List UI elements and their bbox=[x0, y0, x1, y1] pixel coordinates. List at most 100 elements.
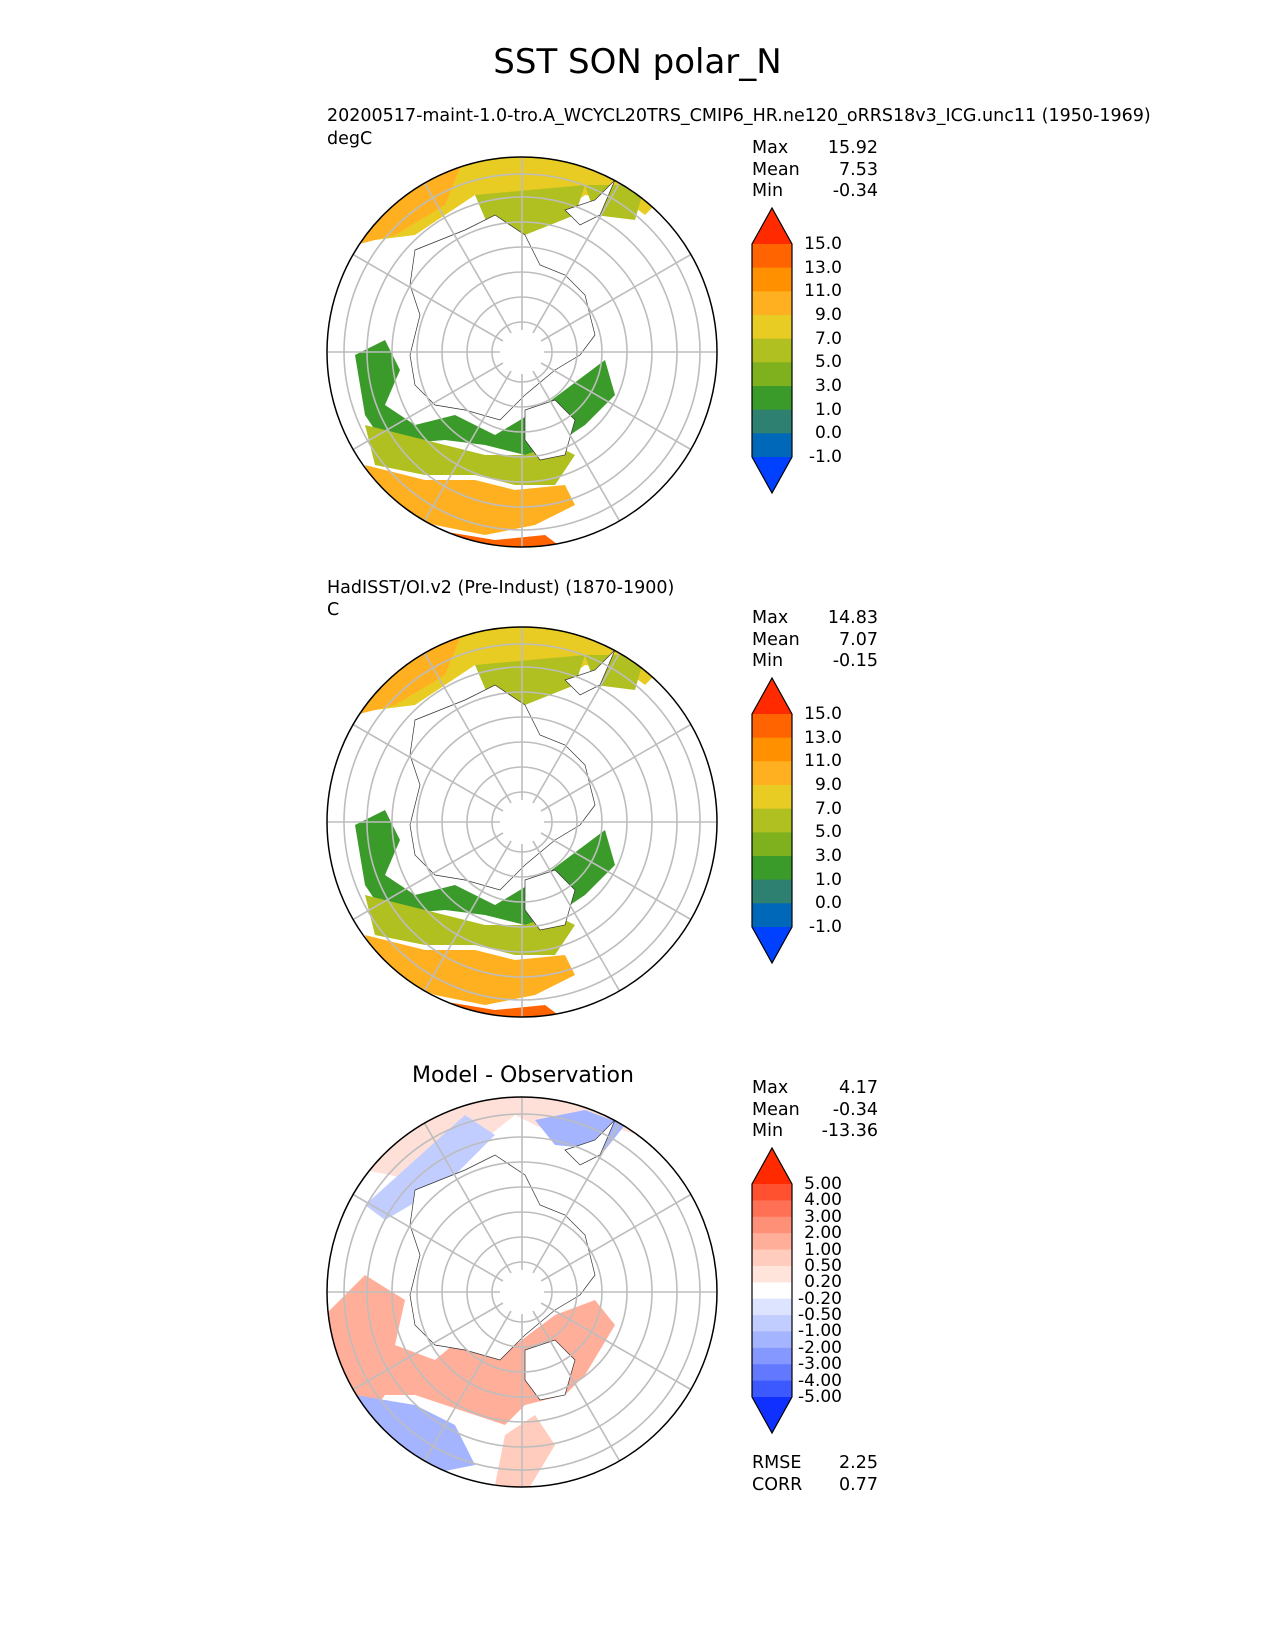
colorbar-label: 2.00 bbox=[804, 1223, 842, 1244]
colorbar-difference bbox=[751, 1146, 793, 1435]
map-boundary bbox=[326, 626, 718, 1018]
panel-3-title: Model - Observation bbox=[412, 1063, 634, 1088]
colorbar-label: -5.00 bbox=[798, 1387, 842, 1407]
map-boundary bbox=[326, 156, 718, 548]
colorbar-swatch bbox=[752, 1364, 792, 1382]
graticule bbox=[327, 1097, 717, 1487]
colorbar-swatch bbox=[752, 244, 792, 269]
land-outline bbox=[524, 869, 576, 931]
colorbar-swatch bbox=[752, 761, 792, 786]
colorbar-label: 7.0 bbox=[814, 328, 842, 349]
colorbar-swatch bbox=[752, 386, 792, 411]
colorbar-label: 9.0 bbox=[814, 305, 842, 325]
colorbar-swatch bbox=[752, 267, 792, 292]
colorbar-label: -1.0 bbox=[808, 447, 842, 467]
colorbar-swatch bbox=[752, 785, 792, 810]
colorbar-swatch bbox=[752, 362, 792, 387]
colorbar-swatch bbox=[752, 1200, 792, 1218]
colorbar-extend-max bbox=[752, 208, 792, 244]
colorbar-label: -4.00 bbox=[798, 1370, 842, 1391]
colorbar-swatch bbox=[752, 714, 792, 739]
stat-label: Max bbox=[752, 138, 789, 158]
stat-value: -0.34 bbox=[832, 181, 878, 201]
land-outline bbox=[564, 649, 616, 696]
colorbar-label: 0.20 bbox=[804, 1272, 842, 1293]
polar-map-observation bbox=[326, 626, 718, 1018]
metric-value: 2.25 bbox=[839, 1453, 878, 1473]
colorbar-extend-max bbox=[752, 678, 792, 714]
figure-title: SST SON polar_N bbox=[493, 42, 782, 82]
polar-map-model bbox=[326, 156, 718, 548]
panel-2-stats: Max 14.83 Mean 7.07 Min -0.15 bbox=[752, 608, 878, 673]
ocean-south-anomaly bbox=[495, 1415, 555, 1487]
colorbar-label: 3.00 bbox=[804, 1206, 842, 1227]
colorbar-extend-min bbox=[752, 927, 792, 963]
colorbar-label: 11.0 bbox=[804, 281, 842, 302]
colorbar-extend-min bbox=[752, 457, 792, 493]
colorbar-swatch bbox=[752, 856, 792, 881]
metric-value: 0.77 bbox=[839, 1474, 878, 1495]
stat-value: 14.83 bbox=[827, 608, 878, 628]
metric-label: CORR bbox=[752, 1474, 803, 1495]
colorbar-label: 15.0 bbox=[804, 704, 842, 724]
colorbar-swatch bbox=[752, 1249, 792, 1267]
colorbar-observation bbox=[751, 676, 793, 965]
land-outline bbox=[524, 1339, 576, 1401]
stat-label: Max bbox=[752, 1078, 789, 1098]
colorbar-label: -3.00 bbox=[798, 1354, 842, 1375]
colorbar-label: 5.0 bbox=[814, 822, 842, 843]
colorbar-label: 3.0 bbox=[814, 846, 842, 866]
stat-value: 7.07 bbox=[839, 629, 878, 650]
colorbar-label: -0.50 bbox=[798, 1305, 842, 1326]
polar-map-difference bbox=[326, 1096, 718, 1488]
colorbar-swatch bbox=[752, 1184, 792, 1201]
panel-2-units: C bbox=[327, 600, 340, 620]
colorbar-label: 7.0 bbox=[814, 798, 842, 819]
stat-label: Min bbox=[752, 1121, 784, 1141]
colorbar-swatch bbox=[752, 1380, 792, 1398]
colorbar-label: -2.00 bbox=[798, 1337, 842, 1358]
colorbar-swatch bbox=[752, 1233, 792, 1251]
colorbar-swatch bbox=[752, 808, 792, 833]
stat-value: 4.17 bbox=[839, 1078, 878, 1098]
colorbar-outline bbox=[751, 1146, 793, 1435]
colorbar-label: -0.20 bbox=[798, 1288, 842, 1309]
colorbar-label: 0.50 bbox=[804, 1255, 842, 1276]
colorbar-swatch bbox=[752, 409, 792, 434]
stat-label: Min bbox=[752, 651, 784, 671]
colorbar-label: 3.0 bbox=[814, 376, 842, 396]
stat-value: -13.36 bbox=[821, 1121, 878, 1141]
map-boundary bbox=[326, 1096, 718, 1488]
colorbar-model bbox=[751, 206, 793, 495]
colorbar-label: 13.0 bbox=[804, 727, 842, 748]
stat-label: Mean bbox=[752, 159, 800, 180]
land-outline bbox=[564, 1119, 616, 1166]
colorbar-swatch bbox=[752, 1265, 792, 1283]
colorbar-swatch bbox=[752, 1315, 792, 1332]
metric-label: RMSE bbox=[752, 1453, 802, 1473]
graticule bbox=[327, 627, 717, 1017]
land-outline bbox=[524, 399, 576, 461]
colorbar-outline bbox=[751, 676, 793, 965]
colorbar-outline bbox=[751, 206, 793, 495]
colorbar-swatch bbox=[752, 1347, 792, 1365]
colorbar-label: 5.0 bbox=[814, 352, 842, 373]
colorbar-label: 1.00 bbox=[804, 1239, 842, 1260]
colorbar-swatch bbox=[752, 737, 792, 762]
stat-label: Min bbox=[752, 181, 784, 201]
colorbar-label: -1.0 bbox=[808, 917, 842, 937]
colorbar-swatch bbox=[752, 315, 792, 340]
colorbar-label: 1.0 bbox=[814, 869, 842, 890]
colorbar-swatch bbox=[752, 291, 792, 316]
colorbar-label: 4.00 bbox=[804, 1190, 842, 1211]
colorbar-swatch bbox=[752, 1216, 792, 1234]
stat-value: -0.15 bbox=[832, 651, 878, 671]
colorbar-swatch bbox=[752, 879, 792, 904]
panel-3-metrics: RMSE 2.25 CORR 0.77 bbox=[752, 1453, 878, 1496]
stat-label: Max bbox=[752, 608, 789, 628]
graticule bbox=[327, 157, 717, 547]
colorbar-label: 1.0 bbox=[814, 399, 842, 420]
stat-value: 7.53 bbox=[839, 159, 878, 180]
stat-label: Mean bbox=[752, 1099, 800, 1120]
stat-label: Mean bbox=[752, 629, 800, 650]
